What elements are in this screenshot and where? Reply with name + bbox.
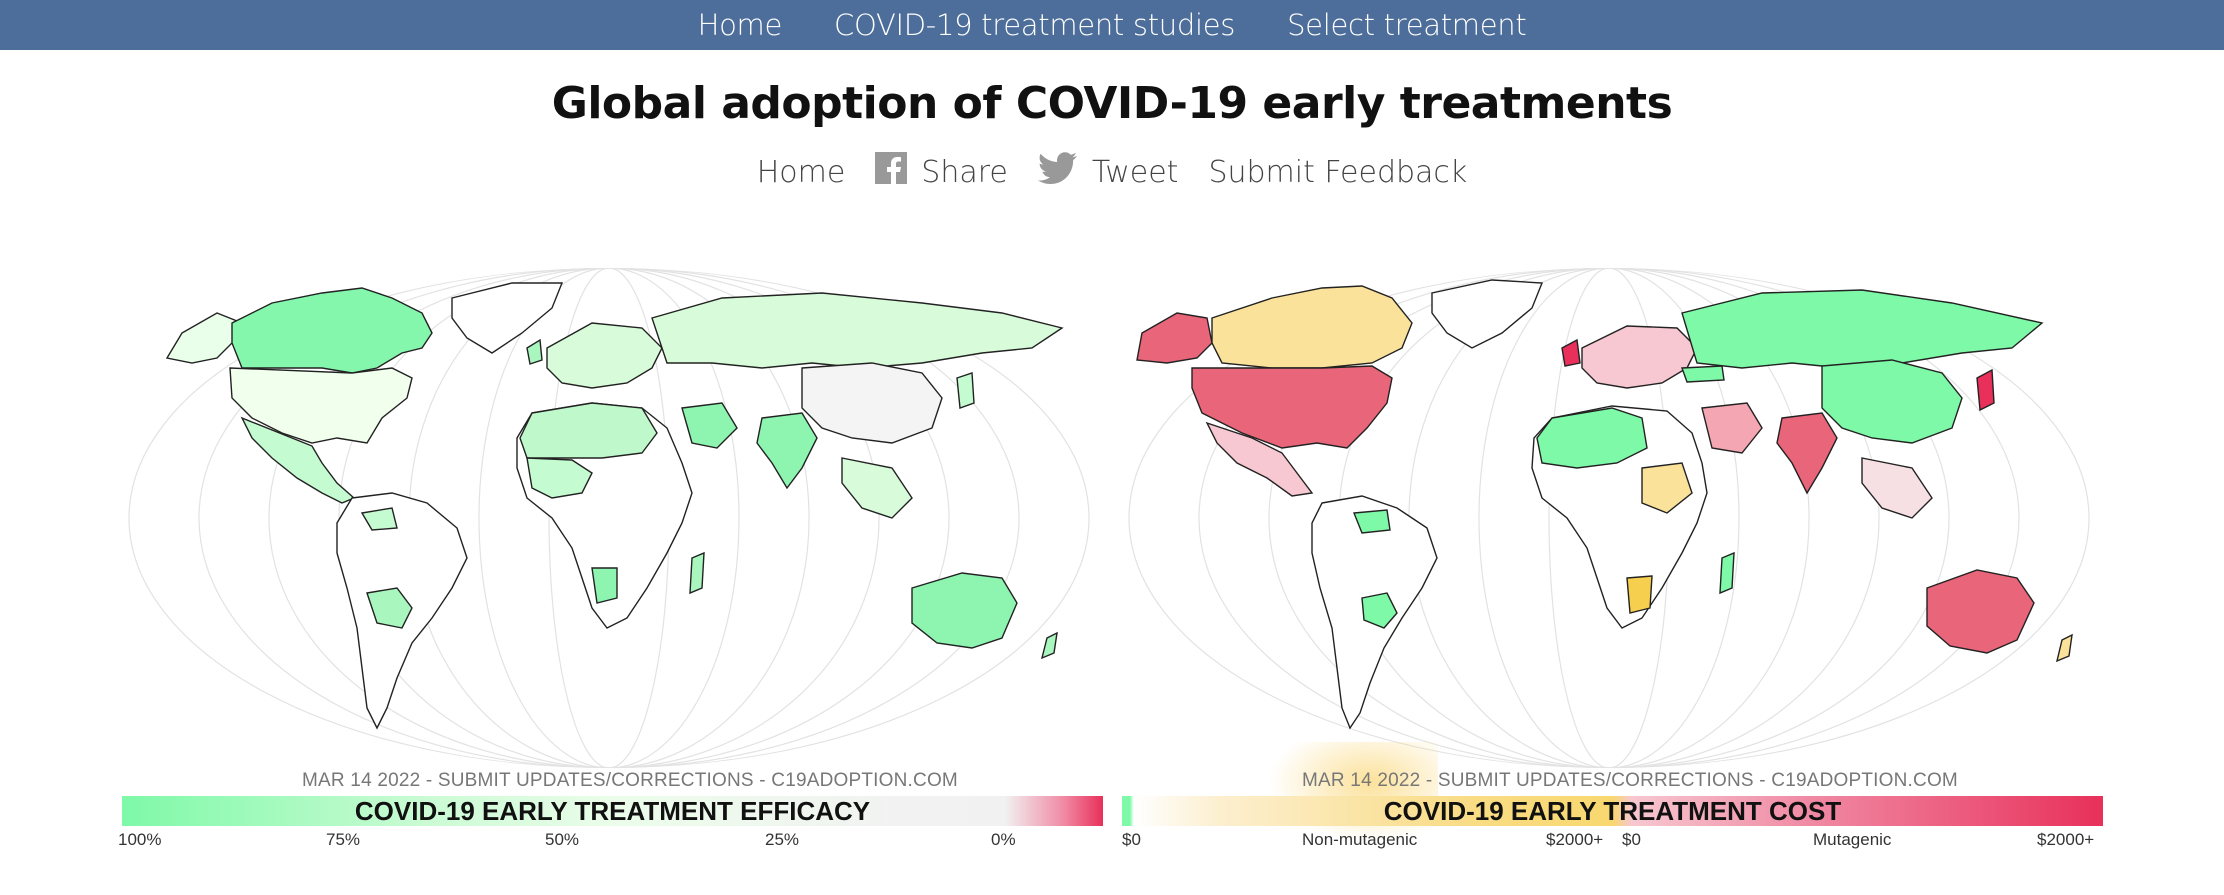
country-australia [911, 572, 1018, 649]
cost-tick-left-0: $0 [1122, 830, 1141, 849]
efficacy-tick-50: 50% [545, 830, 580, 849]
share-button[interactable]: Share [875, 152, 1008, 192]
tweet-button[interactable]: Tweet [1037, 152, 1179, 192]
nav-home[interactable]: Home [697, 8, 783, 42]
country-bolivia [1361, 592, 1398, 629]
efficacy-legend-bar [122, 796, 1103, 826]
efficacy-tick-25: 25% [765, 830, 800, 849]
country-china [1821, 359, 1963, 444]
country-turkey [1681, 365, 1725, 383]
country-russia [651, 292, 1064, 369]
submit-feedback-label: Submit Feedback [1208, 154, 1468, 190]
country-madagascar [689, 551, 705, 595]
cost-tick-right-0: $0 [1622, 830, 1641, 849]
share-bar: Home Share Tweet Submit Feedback [0, 151, 2224, 193]
efficacy-legend-title: COVID-19 EARLY TREATMENT EFFICACY [354, 796, 871, 826]
country-mexico [1205, 421, 1314, 497]
cost-map[interactable] [1122, 268, 2097, 768]
country-west-africa [526, 457, 593, 499]
country-saudi-arabia [1701, 402, 1763, 454]
top-nav: Home COVID-19 treatment studies Select t… [0, 0, 2224, 50]
country-alaska [1136, 312, 1213, 364]
country-china [801, 362, 943, 444]
cost-legend-bar [1122, 796, 2103, 826]
facebook-icon [875, 152, 908, 192]
tweet-label: Tweet [1091, 154, 1179, 190]
country-india [1776, 412, 1838, 495]
country-japan [956, 372, 975, 409]
cost-tick-left-2000: $2000+ [1546, 830, 1604, 849]
cost-tick-left-non-mutagenic: Non-mutagenic [1302, 830, 1418, 849]
country-se-asia [1861, 457, 1933, 519]
efficacy-map[interactable] [122, 268, 1097, 768]
country-usa [229, 367, 413, 444]
country-new-zealand [1040, 631, 1058, 660]
country-central-africa [1641, 462, 1693, 514]
country-greenland [1431, 279, 1544, 349]
submit-feedback-link[interactable]: Submit Feedback [1208, 155, 1467, 190]
page-title: Global adoption of COVID-19 early treatm… [551, 78, 1673, 129]
country-new-zealand [2056, 633, 2073, 663]
country-japan [1976, 368, 1995, 412]
country-india [756, 412, 818, 490]
country-europe [1581, 325, 1698, 389]
nav-treatment-studies[interactable]: COVID-19 treatment studies [834, 8, 1236, 42]
country-europe [546, 322, 663, 389]
countries [1136, 279, 2073, 730]
country-uk [1561, 338, 1581, 367]
country-namibia [591, 567, 618, 604]
country-alaska [165, 312, 243, 364]
country-canada [1211, 285, 1413, 369]
country-canada [231, 287, 433, 374]
country-greenland [451, 282, 564, 354]
country-bolivia [366, 587, 413, 629]
efficacy-tick-100: 100% [118, 830, 162, 849]
home-link-label: Home [756, 154, 846, 190]
country-se-asia [841, 457, 913, 519]
nav-select-treatment[interactable]: Select treatment [1287, 8, 1527, 42]
countries [165, 282, 1064, 730]
country-madagascar [1719, 551, 1735, 595]
efficacy-credit: MAR 14 2022 - SUBMIT UPDATES/CORRECTIONS… [302, 770, 958, 791]
country-uk [526, 338, 543, 365]
cost-tick-right-2000: $2000+ [2037, 830, 2095, 849]
country-north-africa [1536, 407, 1648, 469]
cost-credit: MAR 14 2022 - SUBMIT UPDATES/CORRECTIONS… [1302, 770, 1958, 791]
country-namibia [1626, 575, 1653, 614]
twitter-icon [1037, 152, 1078, 192]
country-mexico [240, 416, 356, 504]
country-venezuela [360, 507, 398, 531]
cost-legend-title: COVID-19 EARLY TREATMENT COST [1383, 796, 1842, 826]
country-north-africa [519, 402, 658, 459]
country-usa [1191, 365, 1393, 449]
efficacy-tick-75: 75% [326, 830, 361, 849]
cost-tick-right-mutagenic: Mutagenic [1813, 830, 1892, 849]
share-label: Share [921, 154, 1008, 190]
country-venezuela [1353, 509, 1391, 534]
efficacy-tick-0: 0% [991, 830, 1016, 849]
country-australia [1926, 569, 2035, 654]
country-saudi-arabia [681, 402, 738, 449]
country-russia [1681, 289, 2044, 369]
home-link[interactable]: Home [757, 155, 846, 190]
